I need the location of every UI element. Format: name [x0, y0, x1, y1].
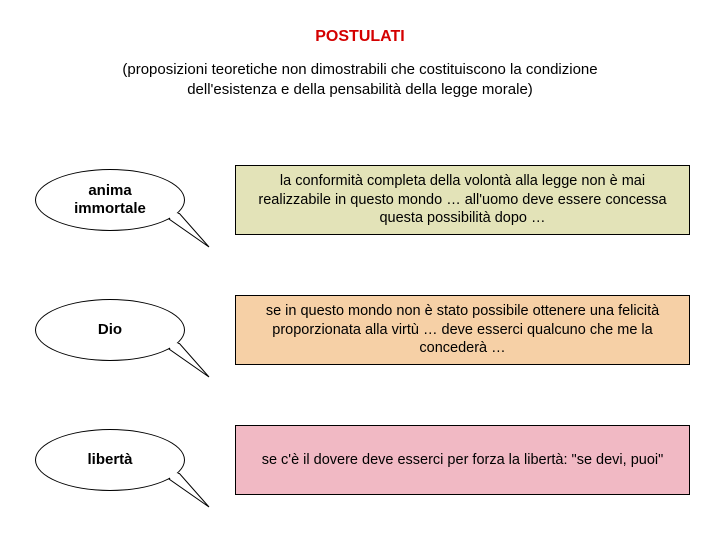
page-title: POSTULATI	[0, 0, 720, 46]
postulate-bubble: anima immortale	[35, 169, 185, 231]
postulate-bubble: libertà	[35, 429, 185, 491]
page-subtitle: (proposizioni teoretiche non dimostrabil…	[80, 60, 640, 101]
postulate-box: la conformità completa della volontà all…	[235, 165, 690, 235]
postulate-box: se in questo mondo non è stato possibile…	[235, 295, 690, 365]
postulate-bubble: Dio	[35, 299, 185, 361]
bubble-tail-icon	[167, 343, 217, 383]
postulate-box: se c'è il dovere deve esserci per forza …	[235, 425, 690, 495]
bubble-tail-icon	[167, 213, 217, 253]
bubble-tail-icon	[167, 473, 217, 513]
